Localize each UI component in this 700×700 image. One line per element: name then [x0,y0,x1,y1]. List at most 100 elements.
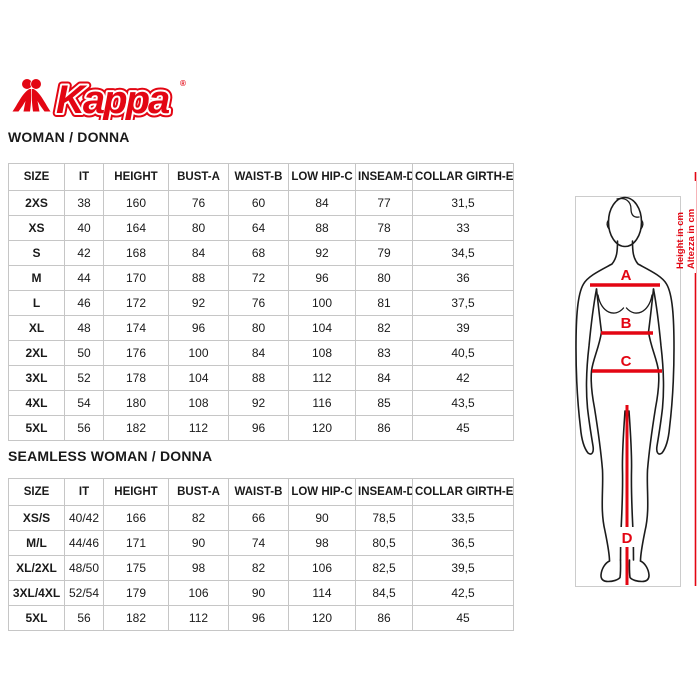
cell: 120 [288,415,356,441]
cell: 78 [355,215,413,241]
cell: 52/54 [64,580,104,606]
column-header: BUST-A [168,163,229,191]
cell: 88 [168,265,229,291]
column-header: SIZE [8,163,65,191]
column-header: IT [64,478,104,506]
column-header: COLLAR GIRTH-E [412,478,514,506]
cell: 40/42 [64,505,104,531]
cell: 2XL [8,340,65,366]
cell: 166 [103,505,169,531]
cell: 45 [412,415,514,441]
table-row: XS/S 40/42 166 82 66 90 78,5 33,5 [8,505,514,531]
cell: 68 [228,240,289,266]
table-row: M/L 44/46 171 90 74 98 80,5 36,5 [8,530,514,556]
cell: 112 [168,415,229,441]
table-row: 3XL 52 178 104 88 112 84 42 [8,365,514,391]
cell: 81 [355,290,413,316]
cell: 56 [64,605,104,631]
cell: 88 [288,215,356,241]
column-header: IT [64,163,104,191]
registered-mark: ® [180,79,186,88]
cell: 100 [288,290,356,316]
cell: XL/2XL [8,555,65,581]
cell: 39,5 [412,555,514,581]
cell: 34,5 [412,240,514,266]
column-header: INSEAM-D [355,478,413,506]
cell: 182 [103,605,169,631]
cell: 180 [103,390,169,416]
cell: XS/S [8,505,65,531]
cell: 96 [228,605,289,631]
cell: 33 [412,215,514,241]
table-row: 5XL 56 182 112 96 120 86 45 [8,415,514,441]
cell: 74 [228,530,289,556]
cell: 80 [355,265,413,291]
cell: 39 [412,315,514,341]
cell: 98 [288,530,356,556]
table-row: L 46 172 92 76 100 81 37,5 [8,290,514,316]
altezza-in-cm-label: Altezza in cm [686,209,697,269]
cell: 92 [168,290,229,316]
cell: 5XL [8,605,65,631]
column-header: HEIGHT [103,163,169,191]
section-title-seamless-woman: SEAMLESS WOMAN / DONNA [8,448,213,464]
cell: S [8,240,65,266]
column-header: COLLAR GIRTH-E [412,163,514,191]
cell: 48 [64,315,104,341]
svg-text:Kappa: Kappa [56,78,170,120]
cell: 86 [355,415,413,441]
woman-outline [575,196,675,583]
cell: 3XL/4XL [8,580,65,606]
cell: 175 [103,555,169,581]
cell: 114 [288,580,356,606]
cell: 178 [103,365,169,391]
size-table-woman: SIZE IT HEIGHT BUST-A WAIST-B LOW HIP-C INSEAM… [8,163,514,441]
cell: 4XL [8,390,65,416]
cell: 85 [355,390,413,416]
cell: 79 [355,240,413,266]
cell: 90 [168,530,229,556]
table-row: XL/2XL 48/50 175 98 82 106 82,5 39,5 [8,555,514,581]
cell: 83 [355,340,413,366]
table-row: M 44 170 88 72 96 80 36 [8,265,514,291]
cell: 179 [103,580,169,606]
column-header: LOW HIP-C [288,163,356,191]
cell: M/L [8,530,65,556]
cell: 80,5 [355,530,413,556]
cell: 42 [412,365,514,391]
cell: 96 [168,315,229,341]
cell: M [8,265,65,291]
size-table-seamless-woman: SIZE IT HEIGHT BUST-A WAIST-B LOW HIP-C INSEAM… [8,478,514,631]
waist-label-b: B [621,315,632,332]
cell: 50 [64,340,104,366]
table-row: S 42 168 84 68 92 79 34,5 [8,240,514,266]
cell: 182 [103,415,169,441]
header-row: SIZE IT HEIGHT BUST-A WAIST-B LOW HIP-C INSEAM… [8,478,514,506]
cell: 84 [168,240,229,266]
table-row: 2XL 50 176 100 84 108 83 40,5 [8,340,514,366]
low-hip-label-c: C [621,353,632,370]
kappa-omini-logo-icon [12,78,52,113]
table-row: 4XL 54 180 108 92 116 85 43,5 [8,390,514,416]
cell: 78,5 [355,505,413,531]
cell: 77 [355,190,413,216]
cell: 88 [228,365,289,391]
cell: 60 [228,190,289,216]
cell: 72 [228,265,289,291]
cell: 92 [288,240,356,266]
inseam-label-d: D [622,530,633,547]
cell: 90 [288,505,356,531]
cell: 42 [64,240,104,266]
cell: 40,5 [412,340,514,366]
cell: 84 [228,340,289,366]
cell: L [8,290,65,316]
cell: 82,5 [355,555,413,581]
cell: 86 [355,605,413,631]
cell: 43,5 [412,390,514,416]
cell: 80 [168,215,229,241]
cell: 31,5 [412,190,514,216]
cell: 84 [355,365,413,391]
table-row: 3XL/4XL 52/54 179 106 90 114 84,5 42,5 [8,580,514,606]
section-title-woman: WOMAN / DONNA [8,129,130,145]
cell: 106 [288,555,356,581]
